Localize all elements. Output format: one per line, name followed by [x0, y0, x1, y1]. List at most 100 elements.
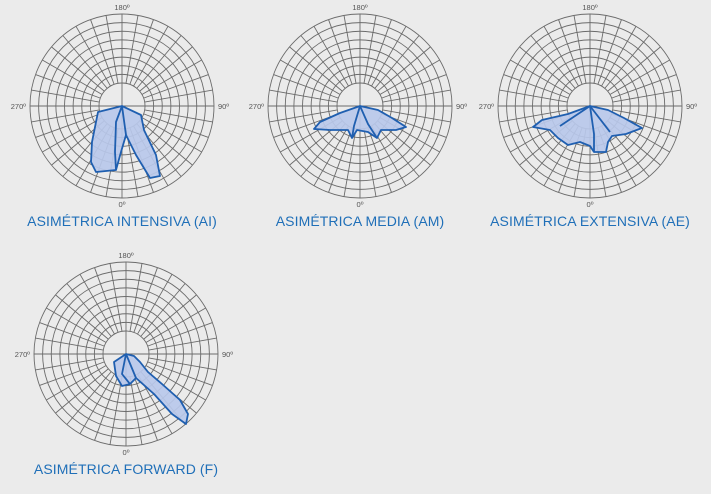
grid-spoke — [35, 113, 101, 138]
grid-spoke — [35, 357, 104, 371]
axis-label-180: 180º — [114, 3, 130, 12]
grid-spoke — [597, 19, 622, 85]
grid-spoke — [300, 123, 346, 177]
luminous-curve-f — [113, 353, 189, 425]
polar-grid — [267, 13, 453, 199]
polar-chart-am: 180º 0º 90º 270º — [247, 2, 473, 209]
grid-spoke — [503, 74, 569, 99]
grid-spoke — [141, 59, 202, 95]
polar-diagram-am: 180º 0º 90º 270º ASIMÉTRICA MEDIA (AM) — [247, 2, 473, 246]
grid-spoke — [143, 113, 209, 138]
axis-label-bg — [685, 101, 703, 111]
axis-label-bg — [113, 199, 131, 209]
grid-spoke — [42, 59, 103, 95]
axis-label-180: 180º — [352, 3, 368, 12]
grid-spoke — [66, 283, 112, 337]
luminous-curve-ae-inner — [559, 105, 611, 152]
luminous-curve-ae — [532, 105, 643, 153]
grid-spoke — [273, 74, 339, 99]
grid-spoke — [510, 59, 571, 95]
grid-spoke — [125, 15, 139, 84]
axis-label-bg — [13, 349, 31, 359]
grid-spoke — [374, 35, 420, 89]
grid-spoke — [607, 46, 661, 92]
axis-label-bg — [351, 199, 369, 209]
grid-spoke — [343, 128, 357, 197]
grid-spoke — [105, 15, 119, 84]
caption-ae: ASIMÉTRICA EXTENSIVA (AE) — [490, 213, 690, 229]
grid-spoke — [313, 26, 349, 87]
grid-spoke — [79, 274, 115, 335]
polar-chart-f: 180º 0º 90º 270º — [13, 250, 239, 457]
polar-diagram-f: 180º 0º 90º 270º ASIMÉTRICA FORWARD (F) — [13, 250, 239, 494]
grid-spoke — [611, 74, 677, 99]
grid-spoke — [363, 15, 377, 84]
grid-spoke — [133, 375, 158, 441]
grid-spoke — [79, 373, 115, 434]
polar-diagram-ae: 180º 0º 90º 270º ASIMÉTRICA EXTENSIVA (AE) — [477, 2, 703, 246]
grid-spoke — [382, 89, 451, 103]
grid-spoke — [141, 117, 202, 153]
grid-spoke — [39, 361, 105, 386]
grid-spoke — [573, 15, 587, 84]
grid-spoke — [381, 74, 447, 99]
grid-spoke — [367, 19, 392, 85]
grid-spoke — [129, 19, 154, 85]
grid-spoke — [46, 365, 107, 401]
grid-spoke — [147, 322, 213, 347]
axis-label-bg — [455, 101, 473, 111]
axis-label-bg — [221, 349, 239, 359]
grid-spoke — [136, 35, 182, 89]
grid-spoke — [558, 19, 583, 85]
grid-spoke — [109, 376, 123, 445]
axis-label-bg — [217, 101, 235, 111]
axis-label-0: 0º — [357, 200, 364, 209]
grid-spoke — [129, 263, 143, 332]
grid-spoke — [371, 26, 407, 87]
grid-spoke — [46, 307, 107, 343]
grid-spoke — [145, 365, 206, 401]
grid-spoke — [289, 46, 343, 92]
grid-spoke — [367, 127, 392, 193]
axis-label-bg — [117, 447, 135, 457]
axis-label-180: 180º — [118, 251, 134, 260]
grid-spoke — [313, 125, 349, 186]
grid-spoke — [145, 307, 206, 343]
grid-spoke — [612, 109, 681, 123]
grid-spoke — [51, 46, 105, 92]
grid-spoke — [374, 123, 420, 177]
grid-spoke — [90, 19, 115, 85]
grid-spoke — [31, 109, 100, 123]
axis-label-270: 270º — [249, 102, 265, 111]
grid-spoke — [543, 26, 579, 87]
grid-spoke — [328, 19, 353, 85]
grid-spoke — [144, 109, 213, 123]
grid-spoke — [55, 294, 109, 340]
grid-spoke — [148, 337, 217, 351]
grid-spoke — [148, 357, 217, 371]
grid-spoke — [612, 89, 681, 103]
caption-am: ASIMÉTRICA MEDIA (AM) — [275, 213, 445, 229]
grid-spoke — [300, 35, 346, 89]
caption-f: ASIMÉTRICA FORWARD (F) — [33, 461, 219, 477]
axis-label-bg — [113, 2, 131, 12]
grid-spoke — [109, 263, 123, 332]
grid-spoke — [140, 283, 186, 337]
luminous-curve-ai — [90, 105, 161, 179]
grid-spoke — [55, 368, 109, 414]
grid-spoke — [377, 46, 431, 92]
grid-spoke — [31, 89, 100, 103]
axis-label-90: 90º — [686, 102, 697, 111]
axis-label-270: 270º — [479, 102, 495, 111]
caption-ai: ASIMÉTRICA INTENSIVA (AI) — [27, 213, 217, 229]
luminous-curve-am-inner — [351, 105, 378, 139]
grid-spoke — [94, 267, 119, 333]
axis-label-bg — [477, 101, 495, 111]
grid-spoke — [75, 26, 111, 87]
grid-spoke — [328, 127, 353, 193]
grid-spoke — [499, 89, 568, 103]
luminous-curve-ai-inner — [114, 105, 127, 171]
grid-spoke — [530, 35, 576, 89]
axis-label-90: 90º — [222, 350, 233, 359]
grid-spoke — [39, 322, 105, 347]
